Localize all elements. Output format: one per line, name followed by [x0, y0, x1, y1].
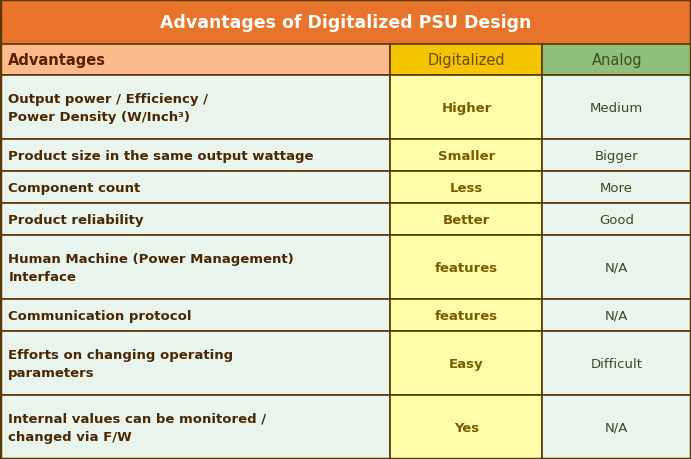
Bar	[542, 395, 691, 459]
Bar	[0, 0, 691, 45]
Text: Digitalized: Digitalized	[428, 53, 505, 68]
Text: Good: Good	[599, 213, 634, 226]
Text: Analog: Analog	[591, 53, 642, 68]
Bar	[390, 204, 542, 235]
Bar	[542, 140, 691, 172]
Bar	[390, 76, 542, 140]
Bar	[0, 76, 390, 140]
Text: Human Machine (Power Management)
Interface: Human Machine (Power Management) Interfa…	[8, 252, 294, 283]
Text: Component count: Component count	[8, 181, 140, 194]
Text: Communication protocol: Communication protocol	[8, 309, 192, 322]
Bar	[542, 76, 691, 140]
Text: features: features	[435, 309, 498, 322]
Text: Bigger: Bigger	[595, 150, 638, 162]
Bar	[542, 45, 691, 76]
Text: Product size in the same output wattage: Product size in the same output wattage	[8, 150, 314, 162]
Text: Internal values can be monitored /
changed via F/W: Internal values can be monitored / chang…	[8, 412, 267, 442]
Bar	[390, 172, 542, 204]
Bar	[0, 140, 390, 172]
Text: Less: Less	[450, 181, 483, 194]
Text: features: features	[435, 261, 498, 274]
Bar	[390, 299, 542, 331]
Text: Difficult: Difficult	[591, 357, 643, 370]
Text: Product reliability: Product reliability	[8, 213, 144, 226]
Text: Advantages: Advantages	[8, 53, 106, 68]
Text: More: More	[600, 181, 633, 194]
Bar	[0, 204, 390, 235]
Bar	[542, 299, 691, 331]
Bar	[390, 140, 542, 172]
Text: Advantages of Digitalized PSU Design: Advantages of Digitalized PSU Design	[160, 13, 531, 32]
Text: Easy: Easy	[449, 357, 484, 370]
Bar	[0, 235, 390, 299]
Bar	[390, 45, 542, 76]
Bar	[390, 395, 542, 459]
Text: N/A: N/A	[605, 309, 628, 322]
Bar	[542, 331, 691, 395]
Text: Higher: Higher	[442, 101, 491, 115]
Text: Output power / Efficiency /
Power Density (W/Inch³): Output power / Efficiency / Power Densit…	[8, 93, 208, 123]
Bar	[542, 235, 691, 299]
Text: Smaller: Smaller	[438, 150, 495, 162]
Bar	[542, 172, 691, 204]
Bar	[0, 299, 390, 331]
Text: Medium: Medium	[590, 101, 643, 115]
Text: N/A: N/A	[605, 261, 628, 274]
Text: Efforts on changing operating
parameters: Efforts on changing operating parameters	[8, 348, 234, 379]
Text: Yes: Yes	[454, 420, 479, 434]
Text: Better: Better	[443, 213, 490, 226]
Bar	[0, 45, 390, 76]
Bar	[390, 331, 542, 395]
Bar	[0, 172, 390, 204]
Bar	[0, 331, 390, 395]
Bar	[390, 235, 542, 299]
Text: N/A: N/A	[605, 420, 628, 434]
Bar	[0, 395, 390, 459]
Bar	[542, 204, 691, 235]
